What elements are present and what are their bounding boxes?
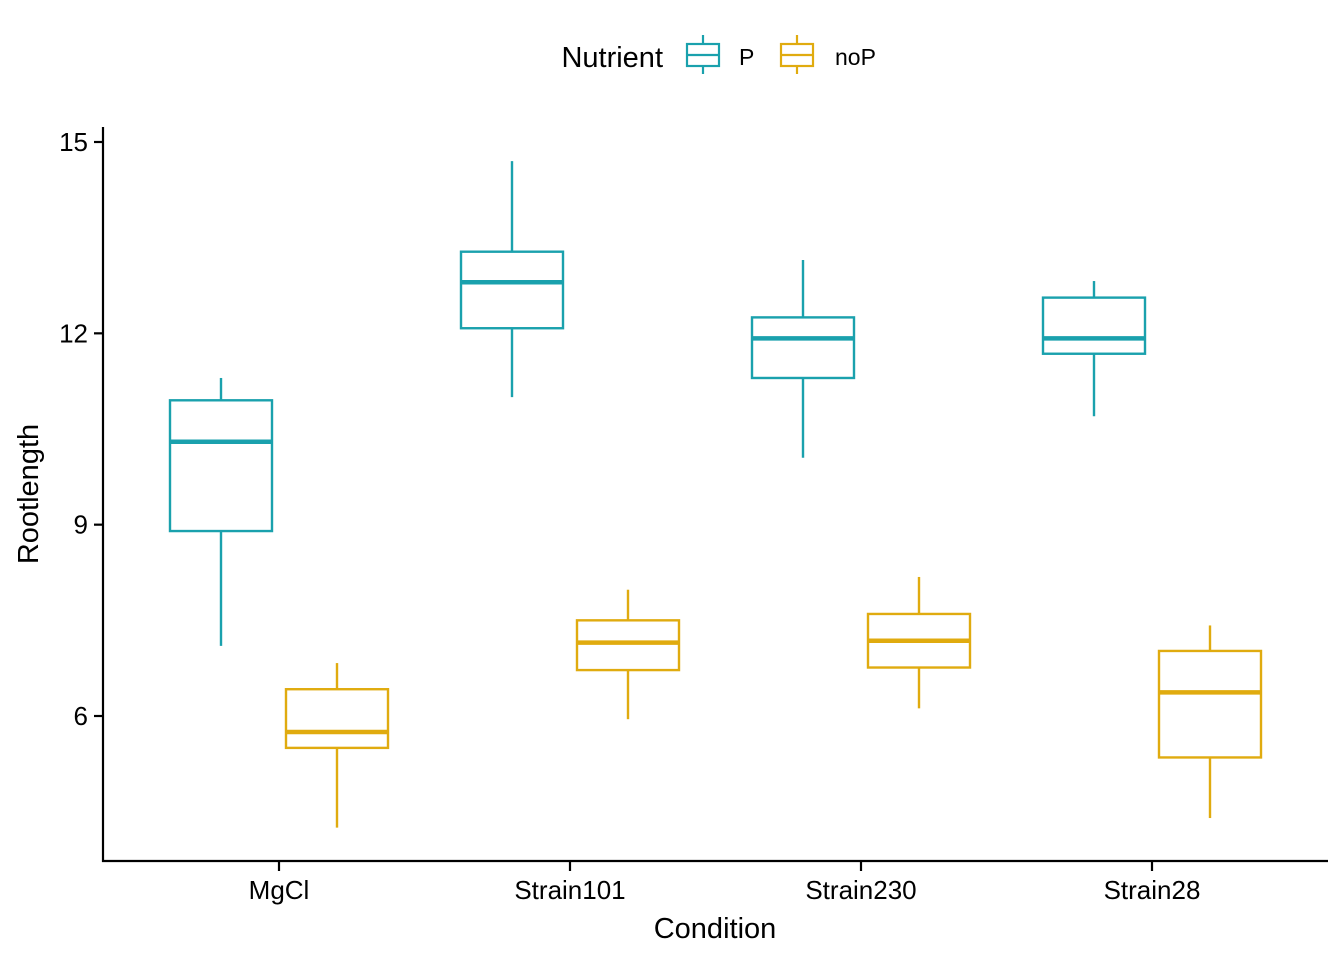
x-axis-ticks: MgCl Strain101 Strain230 Strain28 [249,862,1201,905]
legend-label-nop: noP [835,44,876,70]
box-body [459,250,565,330]
box-body [750,316,856,380]
box-p-strain230 [750,259,856,458]
plot-boxes [168,161,1263,828]
legend: Nutrient P noP [561,35,876,74]
legend-key-p [685,35,721,74]
x-axis-title: Condition [654,913,777,945]
x-tick-label: Strain230 [805,875,916,905]
box-p-strain101 [459,161,565,398]
box-body [1157,649,1263,759]
box-body [575,619,681,672]
y-tick-label: 15 [59,127,88,157]
box-nop-strain28 [1157,625,1263,819]
y-axis-ticks: 6 9 12 15 [59,127,103,731]
y-axis-title: Rootlength [13,424,45,564]
y-tick-label: 9 [74,510,88,540]
y-tick-label: 12 [59,318,88,348]
box-nop-mgcl [284,663,390,828]
legend-label-p: P [739,44,754,70]
x-tick-label: Strain28 [1104,875,1201,905]
box-p-mgcl [168,377,274,646]
y-tick-label: 6 [74,701,88,731]
box-body [1041,296,1147,355]
box-nop-strain101 [575,589,681,720]
legend-title: Nutrient [561,42,663,74]
box-body [168,399,274,533]
legend-key-nop [779,35,815,74]
box-p-strain28 [1041,281,1147,417]
x-tick-label: Strain101 [514,875,625,905]
box-body [284,688,390,750]
box-nop-strain230 [866,576,972,709]
x-tick-label: MgCl [249,875,310,905]
